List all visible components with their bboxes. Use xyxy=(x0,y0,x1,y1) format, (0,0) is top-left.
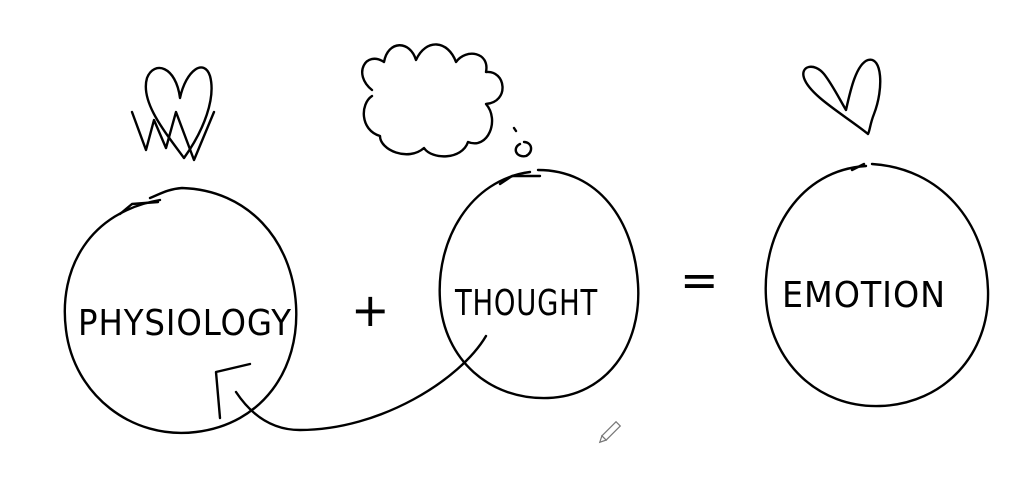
plus-operator: + xyxy=(351,283,390,337)
thought-cloud-icon xyxy=(361,43,533,158)
node-emotion: EMOTION xyxy=(764,162,990,408)
emotion-circle xyxy=(764,162,990,408)
node-thought: THOUGHT xyxy=(438,168,640,400)
feedback-arrow-line xyxy=(234,334,488,432)
thought-circle xyxy=(438,168,640,400)
heart-icon xyxy=(802,58,882,136)
physiology-circle-tail xyxy=(118,200,160,216)
equals-operator: = xyxy=(680,253,719,307)
thought-circle-tail xyxy=(498,174,542,186)
physiology-circle xyxy=(63,186,298,435)
edge-thought-to-physiology xyxy=(214,334,488,432)
feedback-arrow-head xyxy=(214,362,252,420)
physiology-label: PHYSIOLOGY xyxy=(78,303,292,344)
thought-label: THOUGHT xyxy=(454,283,598,324)
emotion-circle-tail xyxy=(850,162,866,172)
emotion-label: EMOTION xyxy=(782,275,946,316)
node-physiology: PHYSIOLOGY xyxy=(63,186,298,435)
pencil-cursor-icon xyxy=(598,420,622,444)
heart-scribble-icon xyxy=(130,66,216,162)
